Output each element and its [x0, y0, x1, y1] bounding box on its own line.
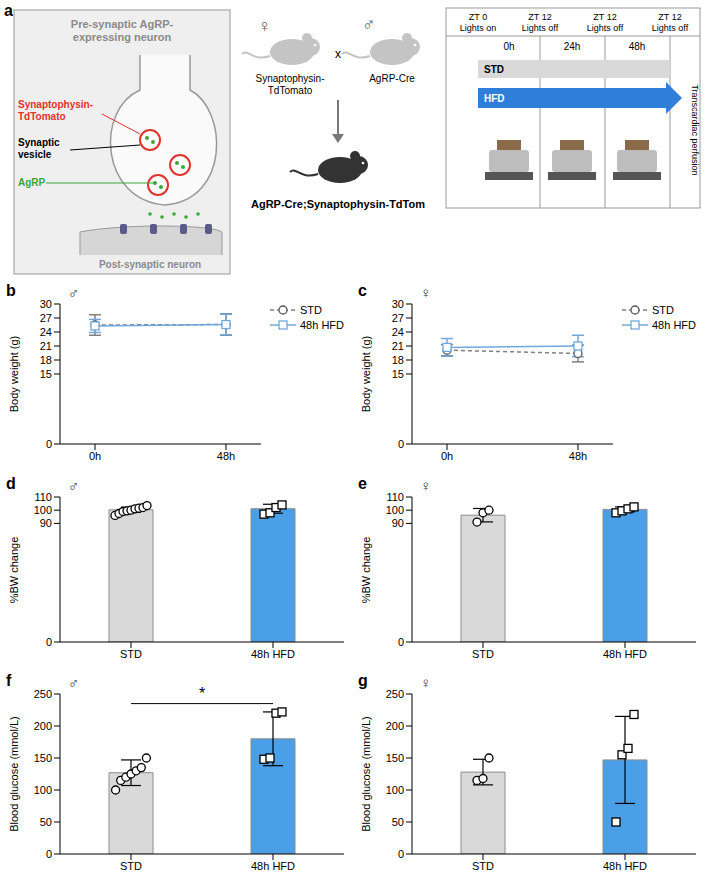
svg-text:0: 0 [398, 848, 404, 860]
svg-text:50: 50 [392, 816, 404, 828]
svg-text:ZT 12: ZT 12 [593, 12, 616, 22]
svg-text:27: 27 [392, 312, 404, 324]
svg-text:90: 90 [40, 517, 52, 529]
html-text:Blood glucose (mmol/L): Blood glucose (mmol/L) [360, 716, 372, 832]
svg-text:27: 27 [40, 312, 52, 324]
html-text:g: g [358, 672, 368, 689]
svg-text:0: 0 [46, 848, 52, 860]
svg-text:Post-synaptic neuron: Post-synaptic neuron [99, 259, 201, 270]
html-text:d: d [6, 475, 16, 492]
svg-text:48h HFD: 48h HFD [603, 648, 647, 660]
svg-text:24h: 24h [564, 41, 581, 52]
svg-text:*: * [199, 685, 205, 702]
svg-text:Lights off: Lights off [652, 23, 689, 33]
svg-text:150: 150 [386, 752, 404, 764]
svg-text:110: 110 [386, 491, 404, 503]
svg-text:18: 18 [392, 354, 404, 366]
svg-text:15: 15 [40, 368, 52, 380]
html-text:b: b [6, 282, 16, 299]
svg-text:15: 15 [392, 368, 404, 380]
svg-text:STD: STD [120, 860, 142, 872]
svg-text:48h HFD: 48h HFD [251, 860, 295, 872]
html-text:STD: STD [300, 304, 322, 316]
svg-text:AgRP-Cre: AgRP-Cre [369, 73, 415, 84]
svg-text:48h HFD: 48h HFD [251, 648, 295, 660]
svg-text:110: 110 [34, 491, 52, 503]
svg-text:21: 21 [392, 340, 404, 352]
svg-text:250: 250 [386, 688, 404, 700]
svg-text:STD: STD [484, 64, 504, 75]
svg-text:48h: 48h [569, 450, 587, 462]
svg-text:0h: 0h [89, 450, 101, 462]
html-text:Body weight (g): Body weight (g) [360, 335, 372, 413]
html-text:48h HFD: 48h HFD [300, 319, 344, 331]
svg-text:Synaptophysin-TdTomato: Synaptophysin-TdTomato [256, 73, 325, 96]
svg-text:50: 50 [40, 816, 52, 828]
svg-text:0: 0 [398, 636, 404, 648]
svg-text:250: 250 [34, 688, 52, 700]
svg-text:Synaptophysin-TdTomato: Synaptophysin-TdTomato [18, 99, 93, 122]
svg-text:Lights off: Lights off [522, 23, 559, 33]
svg-text:Lights off: Lights off [587, 23, 624, 33]
html-text:48h HFD: 48h HFD [652, 319, 696, 331]
svg-text:21: 21 [40, 340, 52, 352]
html-text:%BW change: %BW change [360, 536, 372, 603]
svg-text:100: 100 [386, 784, 404, 796]
svg-text:HFD: HFD [484, 93, 505, 104]
svg-text:0: 0 [46, 438, 52, 450]
svg-text:30: 30 [40, 298, 52, 310]
html-text:f: f [6, 672, 12, 689]
svg-text:a: a [4, 2, 13, 19]
svg-text:AgRP-Cre;Synaptophysin-TdTom: AgRP-Cre;Synaptophysin-TdTom [251, 198, 425, 210]
svg-text:x: x [335, 47, 341, 61]
svg-text:24: 24 [40, 326, 52, 338]
svg-text:100: 100 [34, 784, 52, 796]
svg-text:Synapticvesicle: Synapticvesicle [18, 137, 60, 160]
svg-text:ZT 12: ZT 12 [528, 12, 551, 22]
svg-text:200: 200 [34, 720, 52, 732]
svg-text:Transcardiac perfusion: Transcardiac perfusion [690, 84, 700, 175]
svg-text:0h: 0h [441, 450, 453, 462]
html-text:Blood glucose (mmol/L): Blood glucose (mmol/L) [8, 716, 20, 832]
svg-text:200: 200 [386, 720, 404, 732]
svg-text:STD: STD [472, 860, 494, 872]
svg-text:STD: STD [120, 648, 142, 660]
html-text:Body weight (g): Body weight (g) [8, 335, 20, 413]
svg-text:♂: ♂ [362, 14, 376, 34]
svg-text:Pre-synaptic AgRP-expressing n: Pre-synaptic AgRP-expressing neuron [71, 18, 174, 43]
svg-text:90: 90 [392, 517, 404, 529]
svg-text:100: 100 [386, 504, 404, 516]
svg-text:24: 24 [392, 326, 404, 338]
svg-text:Lights on: Lights on [460, 23, 497, 33]
svg-text:48h: 48h [217, 450, 235, 462]
svg-text:STD: STD [472, 648, 494, 660]
svg-text:ZT 12: ZT 12 [658, 12, 681, 22]
html-text:c: c [358, 282, 367, 299]
html-text:e: e [358, 475, 367, 492]
svg-text:♀: ♀ [258, 16, 272, 36]
svg-text:AgRP: AgRP [18, 177, 46, 188]
svg-text:0: 0 [398, 438, 404, 450]
svg-text:150: 150 [34, 752, 52, 764]
html-text:%BW change: %BW change [8, 536, 20, 603]
svg-text:0h: 0h [503, 41, 514, 52]
svg-text:100: 100 [34, 504, 52, 516]
svg-text:30: 30 [392, 298, 404, 310]
svg-text:0: 0 [46, 636, 52, 648]
svg-text:18: 18 [40, 354, 52, 366]
svg-text:48h HFD: 48h HFD [603, 860, 647, 872]
html-text:STD: STD [652, 304, 674, 316]
svg-text:ZT 0: ZT 0 [469, 12, 487, 22]
svg-text:48h: 48h [629, 41, 646, 52]
